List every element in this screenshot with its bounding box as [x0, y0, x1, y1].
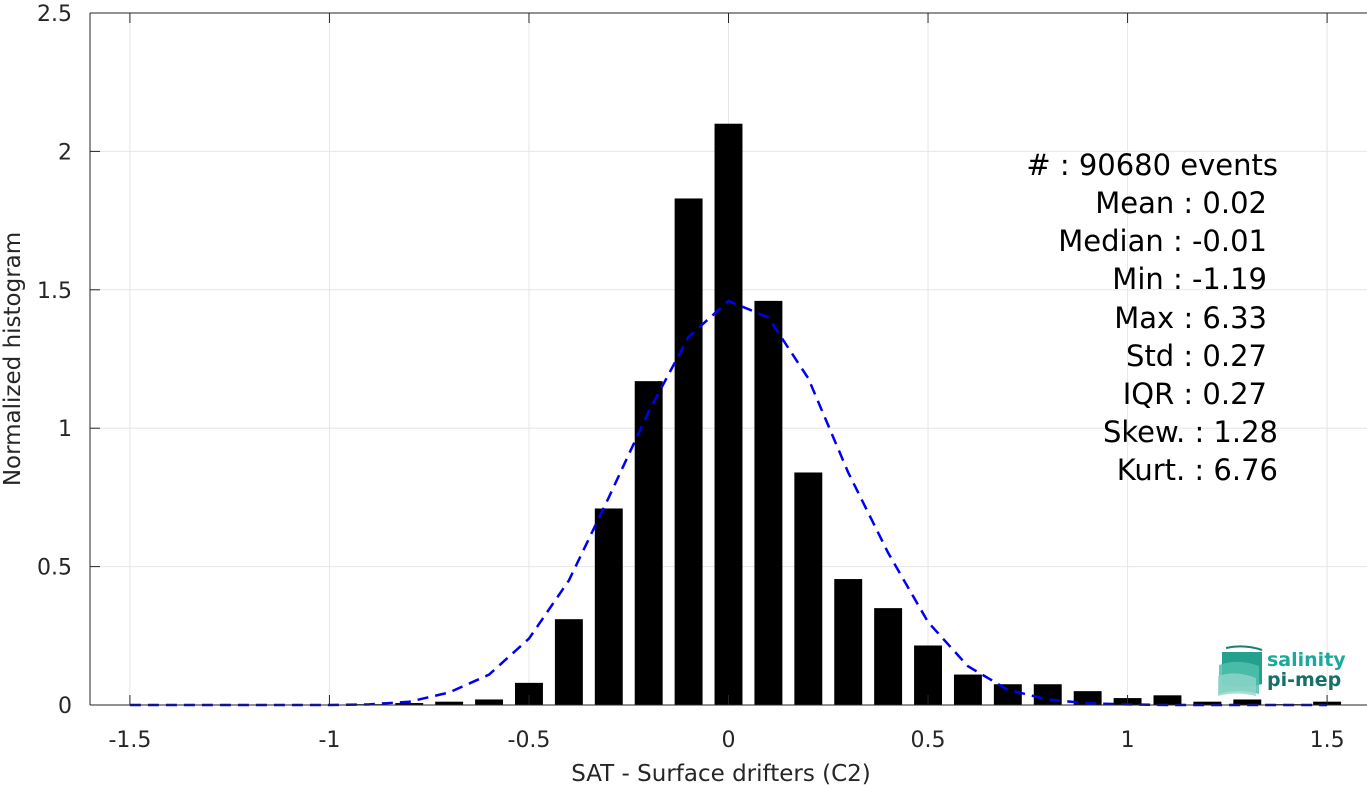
- x-tick-label: 1: [1121, 728, 1135, 753]
- y-tick-label: 1: [58, 417, 72, 442]
- histogram-bar: [1153, 695, 1182, 705]
- stat-median: Median : -0.01: [1058, 224, 1267, 258]
- histogram-bar: [435, 701, 464, 705]
- x-tick-label: -1.5: [108, 728, 151, 753]
- y-axis-ticks: 0 0.5 1 1.5 2 2.5: [37, 2, 100, 719]
- logo-text-line1: salinity: [1267, 649, 1346, 671]
- y-tick-label: 2.5: [37, 2, 72, 27]
- x-axis-label: SAT - Surface drifters (C2): [571, 761, 871, 785]
- stat-count: # : 90680 events: [1026, 148, 1278, 182]
- histogram-bar: [515, 682, 543, 705]
- y-tick-label: 2: [58, 140, 72, 165]
- salinity-pi-mep-logo: salinity pi-mep: [1218, 645, 1346, 696]
- y-axis-label: Normalized histogram: [0, 232, 26, 486]
- histogram-bar: [554, 619, 583, 705]
- stat-max: Max : 6.33: [1114, 301, 1267, 335]
- x-axis-ticks: -1.5 -1 -0.5 0 0.5 1 1.5: [108, 13, 1345, 753]
- stat-min: Min : -1.19: [1112, 262, 1267, 296]
- x-tick-label: 1.5: [1310, 728, 1345, 753]
- y-tick-label: 0.5: [37, 556, 72, 581]
- histogram-bar: [1033, 684, 1062, 705]
- histogram-bar: [874, 608, 903, 705]
- histogram-bar: [754, 300, 783, 705]
- histogram-bars: [355, 123, 1342, 706]
- histogram-bar: [714, 123, 743, 706]
- histogram-bar: [634, 381, 663, 705]
- histogram-bar: [1193, 701, 1222, 705]
- histogram-bar: [794, 472, 823, 705]
- histogram-bar: [594, 508, 623, 705]
- stat-iqr: IQR : 0.27: [1123, 377, 1267, 411]
- x-tick-label: 0.5: [911, 728, 946, 753]
- stat-kurtosis: Kurt. : 6.76: [1117, 453, 1278, 487]
- histogram-bar: [475, 699, 504, 705]
- stat-mean: Mean : 0.02: [1095, 186, 1267, 220]
- histogram-bar: [834, 579, 863, 705]
- histogram-bar: [993, 684, 1022, 705]
- x-tick-label: 0: [722, 728, 736, 753]
- histogram-bar: [953, 674, 982, 705]
- x-tick-label: -0.5: [508, 728, 551, 753]
- histogram-bar: [674, 198, 703, 705]
- histogram-bar: [1073, 691, 1102, 705]
- histogram-bar: [395, 703, 424, 705]
- logo-text-line2: pi-mep: [1267, 669, 1341, 691]
- histogram-bar: [1233, 699, 1262, 705]
- y-tick-label: 1.5: [37, 279, 72, 304]
- stat-skewness: Skew. : 1.28: [1103, 415, 1278, 449]
- x-tick-label: -1: [318, 728, 340, 753]
- wave-logo-icon: [1218, 645, 1263, 696]
- statistics-box: # : 90680 events Mean : 0.02 Median : -0…: [1026, 148, 1278, 487]
- stat-std: Std : 0.27: [1126, 339, 1267, 373]
- y-tick-label: 0: [58, 694, 72, 719]
